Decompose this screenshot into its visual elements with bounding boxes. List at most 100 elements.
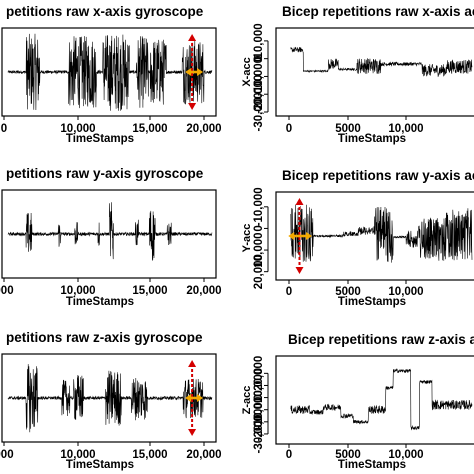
x-tick-label: 0 (286, 449, 292, 461)
x-tick-label: 10,000 (60, 123, 95, 135)
x-tick-label: 0 (286, 286, 292, 298)
plot-frame (275, 355, 474, 445)
chart-title: Bicep repetitions raw y-axis acce (282, 168, 474, 183)
red-arrowhead (295, 267, 304, 274)
y-axis-label: Z-acc (241, 386, 253, 415)
yellow-arrowhead (197, 394, 204, 402)
yellow-arrowhead (288, 232, 295, 240)
y-tick-label: -30,000 (253, 92, 265, 131)
yellow-arrowhead (306, 232, 312, 240)
y-tick-label: -30,000 (253, 414, 265, 453)
y-tick-label: 10,000 (253, 23, 265, 58)
x-axis: 0 5000 10,000 (286, 280, 424, 298)
yellow-arrowhead (197, 68, 204, 76)
chart-title: petitions raw z-axis gyroscope (6, 330, 203, 345)
chart-title: petitions raw x-axis gyroscope (6, 4, 204, 19)
y-tick-label: -10,000 (253, 390, 265, 429)
x-tick-label: 20,000 (186, 123, 221, 135)
x-tick-label: 10,000 (388, 286, 423, 298)
acc-series (290, 46, 473, 78)
red-arrowhead (188, 34, 197, 41)
chart-z-gyroscope: petitions raw z-axis gyroscope 000 10,000… (0, 330, 222, 471)
y-tick-label: 10,000 (253, 368, 265, 403)
plot-frame (275, 191, 474, 281)
x-tick-label: 0 (1, 123, 7, 135)
x-tick-label: 15,000 (132, 123, 167, 135)
x-tick-label: 15,000 (132, 449, 167, 461)
y-tick-label: 20,000 (253, 254, 265, 289)
chart-title: Bicep repetitions raw z-axis acce (288, 332, 474, 347)
x-tick-label: 20,000 (186, 449, 221, 461)
signal-trace (7, 202, 213, 261)
red-arrowhead (188, 103, 197, 110)
x-axis: 000 10,000 15,000 20,000 (0, 278, 222, 297)
gyro-series (7, 33, 213, 111)
red-arrowhead (188, 360, 197, 367)
y-tick-label: -10,000 (253, 57, 265, 96)
annotation-arrows (185, 34, 204, 110)
y-axis-label: Y-acc (241, 224, 253, 253)
signal-trace (290, 368, 473, 431)
plot-frame (1, 27, 217, 117)
chart-x-gyroscope: petitions raw x-axis gyroscope 0 10,000 15… (1, 4, 222, 145)
x-axis-label: TimeStamps (66, 133, 134, 145)
chart-title: Bicep repetitions raw x-axis acce (282, 4, 474, 19)
signal-trace (7, 33, 213, 111)
x-axis: 0 5000 10,000 (286, 116, 424, 135)
x-axis-label: TimeStamps (338, 296, 406, 308)
x-tick-label: 5000 (335, 123, 361, 135)
gyro-series (7, 202, 213, 261)
chart-y-gyroscope: petitions raw y-axis gyroscope 000 10,000… (0, 166, 222, 308)
red-arrowhead (295, 198, 304, 205)
acc-series (290, 204, 473, 263)
red-arrowhead (188, 429, 197, 436)
x-tick-label: 10,000 (388, 123, 423, 135)
x-axis: 0 5000 10,000 (286, 444, 424, 461)
chart-x-acc: Bicep repetitions raw x-axis acce -30,00… (241, 4, 474, 145)
y-axis-label: X-acc (241, 57, 253, 86)
chart-title: petitions raw y-axis gyroscope (6, 166, 204, 181)
yellow-arrowhead (185, 394, 192, 402)
x-tick-label: 000 (0, 449, 14, 461)
signal-trace (290, 204, 473, 263)
x-axis: 0 10,000 15,000 20,000 (1, 116, 222, 135)
y-tick-label: 0 (253, 394, 265, 400)
x-tick-label: 15,000 (132, 285, 167, 297)
plot-frame (275, 27, 474, 117)
x-tick-label: 10,000 (60, 449, 95, 461)
y-tick-label: 0 (253, 55, 265, 61)
x-axis-label: TimeStamps (338, 133, 406, 145)
y-tick-label: 10,000 (253, 232, 265, 267)
gyro-series (7, 364, 213, 433)
x-tick-label: 5000 (335, 286, 361, 298)
y-tick-label: -10,000 (253, 187, 265, 226)
y-tick-label: 20,000 (253, 356, 265, 391)
x-tick-label: 20,000 (186, 285, 221, 297)
x-axis-label: TimeStamps (338, 459, 406, 471)
y-tick-label: -20,000 (253, 402, 265, 441)
x-tick-label: 000 (0, 285, 14, 297)
x-tick-label: 5000 (335, 449, 361, 461)
x-tick-label: 10,000 (60, 285, 95, 297)
acc-series (290, 368, 473, 431)
signal-trace (290, 46, 473, 78)
yellow-arrowhead (185, 68, 192, 76)
y-tick-label: 0 (253, 225, 265, 231)
annotation-arrows (185, 360, 204, 436)
plot-frame (1, 353, 217, 443)
signal-trace (7, 364, 213, 433)
chart-y-acc: Bicep repetitions raw y-axis acce -10,00… (241, 168, 474, 308)
y-tick-label: -20,000 (253, 75, 265, 114)
x-tick-label: 0 (286, 123, 292, 135)
x-axis: 000 10,000 15,000 20,000 (0, 442, 222, 461)
chart-z-acc: Bicep repetitions raw z-axis acce -30,00… (241, 332, 474, 471)
x-axis-label: TimeStamps (66, 459, 134, 471)
annotation-arrows (288, 198, 312, 274)
x-axis-label: TimeStamps (66, 296, 134, 308)
x-tick-label: 10,000 (388, 449, 423, 461)
plot-frame (1, 189, 217, 279)
